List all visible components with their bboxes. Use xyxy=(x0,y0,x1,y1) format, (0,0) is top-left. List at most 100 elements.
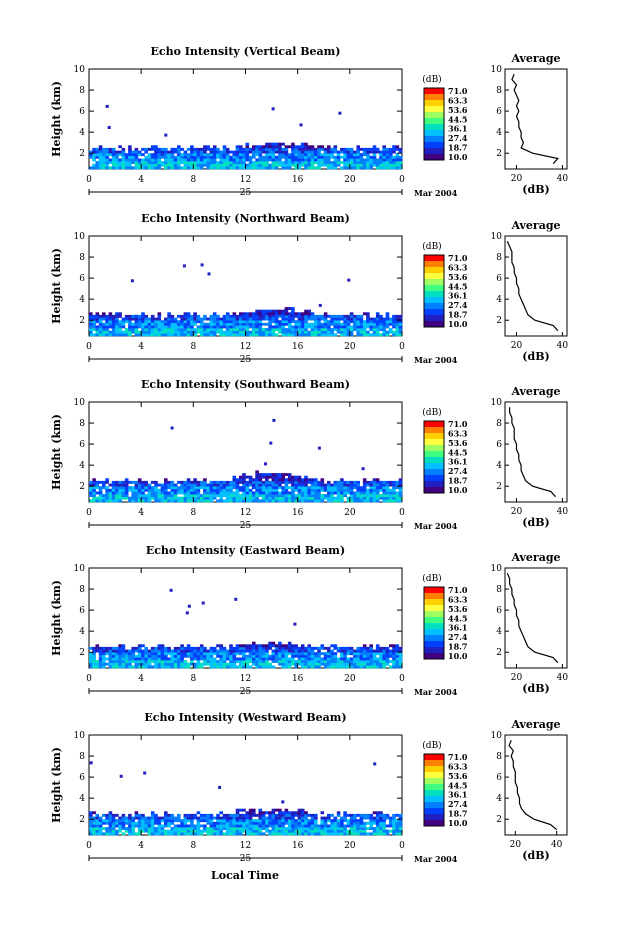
heatmap-cell xyxy=(137,491,142,495)
heatmap-cell xyxy=(274,827,279,830)
heatmap-cell xyxy=(281,166,285,170)
heatmap-cell xyxy=(297,330,302,334)
heatmap-cell xyxy=(353,657,357,661)
heatmap-cell xyxy=(314,665,318,669)
heatmap-cell xyxy=(248,478,253,482)
heatmap-cell xyxy=(118,322,122,326)
heatmap-cell xyxy=(320,816,325,820)
heatmap-cell xyxy=(154,494,158,497)
heatmap-cell xyxy=(398,488,403,492)
heatmap-cell xyxy=(294,314,298,318)
heatmap-cell xyxy=(157,322,162,326)
heatmap-cell xyxy=(134,150,139,154)
heatmap-cell xyxy=(225,654,230,658)
heatmap-cell xyxy=(300,499,305,503)
heatmap-cell xyxy=(291,824,295,828)
heatmap-cell xyxy=(102,330,106,334)
y-tick-label: 6 xyxy=(79,274,85,284)
heatmap-cell xyxy=(92,649,96,653)
heatmap-cell xyxy=(366,153,370,157)
heatmap-cell xyxy=(392,654,396,658)
heatmap-cell xyxy=(389,320,393,324)
heatmap-cell xyxy=(212,163,217,167)
heatmap-cell xyxy=(115,322,119,326)
colorbar-unit: (dB) xyxy=(422,407,441,418)
heatmap-cell xyxy=(196,827,201,830)
colorbar-swatch xyxy=(424,112,444,119)
colorbar-tick-label: 63.3 xyxy=(448,761,468,771)
heatmap-cell xyxy=(258,816,263,820)
heatmap-cell xyxy=(232,827,237,830)
heatmap-cell xyxy=(314,491,318,495)
heatmap-cell xyxy=(281,494,285,497)
heatmap-cell xyxy=(255,654,259,658)
heatmap-cell xyxy=(385,816,390,820)
heatmap-cell xyxy=(307,494,311,497)
heatmap-cell xyxy=(173,488,178,492)
heatmap-cell xyxy=(361,467,365,471)
heatmap-cell xyxy=(111,488,116,492)
heatmap-cell xyxy=(105,163,109,167)
heatmap-cell xyxy=(144,827,148,830)
heatmap-cell xyxy=(203,155,207,159)
heatmap-cell xyxy=(281,816,285,820)
heatmap-cell xyxy=(294,811,298,815)
heatmap-cell xyxy=(320,163,325,167)
heatmap-cell xyxy=(89,491,93,495)
heatmap-cell xyxy=(271,499,276,503)
heatmap-cell xyxy=(134,660,139,663)
heatmap-cell xyxy=(265,153,269,157)
heatmap-cell xyxy=(177,488,181,492)
colorbar-swatch xyxy=(424,481,444,488)
heatmap-cell xyxy=(89,312,93,316)
heatmap-cell xyxy=(317,660,321,663)
heatmap-cell xyxy=(209,488,214,492)
heatmap-cell xyxy=(167,328,171,331)
heatmap-cell xyxy=(349,662,354,666)
heatmap-cell xyxy=(219,325,223,329)
heatmap-cell xyxy=(281,496,285,500)
colorbar-tick-label: 18.7 xyxy=(448,809,467,819)
heatmap-cell xyxy=(105,317,109,321)
heatmap-cell xyxy=(379,662,383,666)
heatmap-cell xyxy=(212,480,217,484)
heatmap-cell xyxy=(375,491,380,495)
heatmap-cell xyxy=(212,652,217,656)
heatmap-cell xyxy=(333,824,338,828)
heatmap-cell xyxy=(258,317,263,321)
heatmap-cell xyxy=(105,649,109,653)
heatmap-cell xyxy=(265,649,269,653)
heatmap-cell xyxy=(375,644,380,648)
heatmap-cell xyxy=(167,821,171,825)
heatmap-cell xyxy=(356,496,360,500)
heatmap-cell xyxy=(375,322,380,326)
heatmap-cell xyxy=(232,150,237,154)
heatmap-cell xyxy=(379,832,383,836)
heatmap-cell xyxy=(356,155,360,159)
colorbar-swatch xyxy=(424,273,444,280)
heatmap-cell xyxy=(137,494,142,497)
heatmap-cell xyxy=(193,158,197,162)
heatmap-cell xyxy=(255,494,259,497)
heatmap-cell xyxy=(167,312,171,316)
colorbar-swatch xyxy=(424,820,444,827)
heatmap-cell xyxy=(183,499,188,503)
heatmap-cell xyxy=(278,322,282,326)
heatmap-cell xyxy=(206,147,210,151)
heatmap-cell xyxy=(333,155,338,159)
heatmap-cells xyxy=(89,104,403,170)
heatmap-cell xyxy=(278,330,282,334)
heatmap-cell xyxy=(340,314,344,318)
heatmap-cell xyxy=(389,499,393,503)
heatmap-cell xyxy=(225,333,230,337)
heatmap-cell xyxy=(111,158,116,162)
heatmap-cell xyxy=(366,488,370,492)
heatmap-cell xyxy=(349,813,354,817)
heatmap-cell xyxy=(144,330,148,334)
heatmap-cell xyxy=(375,488,380,492)
heatmap-cell xyxy=(157,166,162,170)
heatmap-cell xyxy=(131,488,135,492)
heatmap-cell xyxy=(219,496,223,500)
colorbar-swatch xyxy=(424,617,444,624)
heatmap-cell xyxy=(320,662,325,666)
